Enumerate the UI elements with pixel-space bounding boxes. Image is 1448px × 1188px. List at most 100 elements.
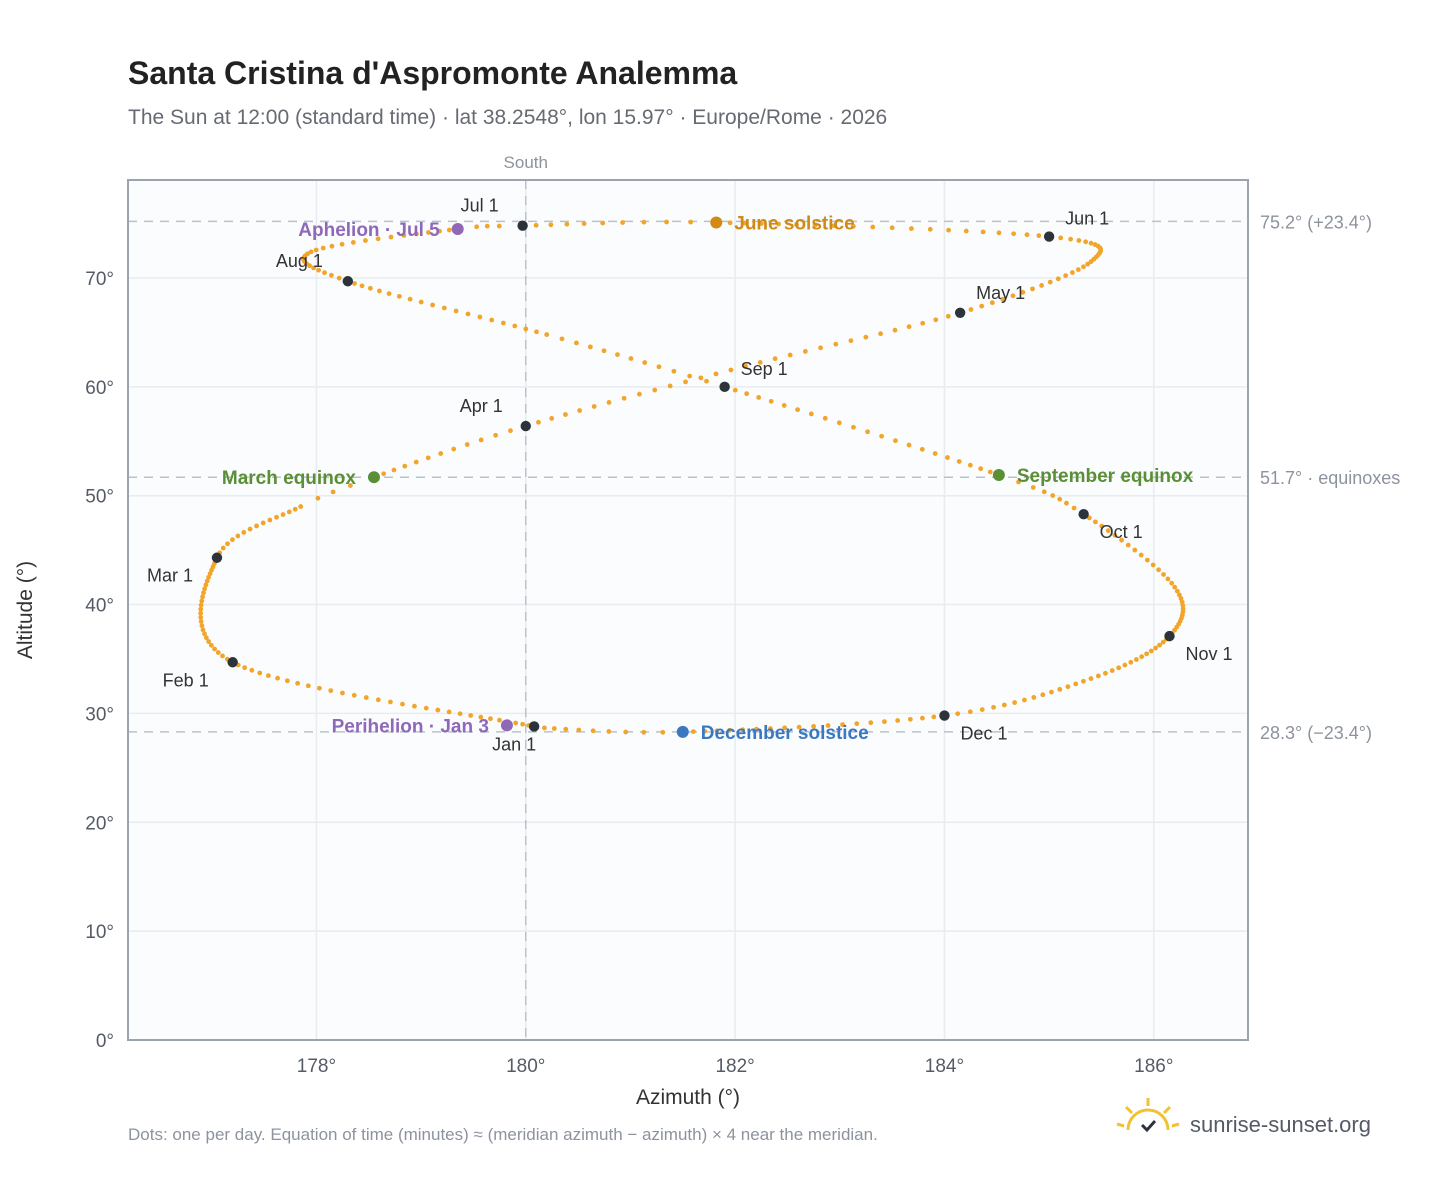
- daily-sun-dot: [1116, 665, 1122, 671]
- daily-sun-dot: [742, 220, 748, 226]
- daily-sun-dot: [879, 433, 885, 439]
- daily-sun-dot: [811, 723, 817, 729]
- daily-sun-dot: [1057, 496, 1063, 502]
- daily-sun-dot: [727, 727, 732, 733]
- daily-sun-dot: [1069, 270, 1075, 275]
- daily-sun-dot: [698, 375, 704, 381]
- daily-sun-dot: [683, 379, 688, 385]
- month-marker: [517, 220, 528, 231]
- daily-sun-dot: [464, 442, 470, 447]
- daily-sun-dot: [347, 483, 353, 488]
- daily-sun-dot: [1144, 651, 1150, 657]
- daily-sun-dot: [199, 598, 205, 604]
- daily-sun-dot: [407, 296, 413, 302]
- daily-sun-dot: [336, 275, 342, 281]
- daily-sun-dot: [802, 349, 808, 354]
- daily-sun-dot: [979, 303, 985, 309]
- daily-sun-dot: [375, 697, 381, 703]
- daily-sun-dot: [744, 391, 750, 397]
- daily-sun-dot: [548, 222, 554, 228]
- daily-sun-dot: [831, 223, 837, 229]
- daily-sun-dot: [564, 221, 570, 227]
- daily-sun-dot: [206, 574, 212, 580]
- y-axis-label: Altitude (°): [14, 561, 37, 659]
- daily-sun-dot: [1031, 695, 1037, 700]
- daily-sun-dot: [1030, 286, 1035, 292]
- daily-sun-dot: [500, 320, 506, 326]
- daily-sun-dot: [220, 653, 225, 659]
- daily-sun-dot: [989, 300, 995, 306]
- daily-sun-dot: [549, 416, 555, 421]
- daily-sun-dot: [878, 331, 883, 337]
- brand-name: sunrise-sunset.org: [1190, 1112, 1371, 1137]
- daily-sun-dot: [478, 437, 484, 443]
- daily-sun-dot: [307, 263, 312, 269]
- daily-sun-dot: [199, 623, 205, 629]
- daily-sun-dot: [225, 541, 230, 547]
- month-marker-label: Jan 1: [492, 734, 536, 754]
- daily-sun-dot: [621, 395, 627, 401]
- month-marker-label: Dec 1: [960, 724, 1007, 744]
- daily-sun-dot: [664, 219, 669, 225]
- daily-sun-dot: [836, 420, 842, 426]
- daily-sun-dot: [544, 332, 550, 337]
- daily-sun-dot: [576, 727, 582, 733]
- daily-sun-dot: [1161, 572, 1166, 577]
- daily-sun-dot: [833, 341, 839, 347]
- daily-sun-dot: [400, 701, 405, 707]
- x-tick-label: 182°: [715, 1056, 754, 1077]
- month-marker: [211, 552, 223, 563]
- daily-sun-dot: [1041, 489, 1047, 495]
- daily-sun-dot: [352, 281, 357, 286]
- daily-sun-dot: [641, 729, 647, 735]
- event-label: September equinox: [1017, 466, 1194, 487]
- daily-sun-dot: [508, 428, 513, 434]
- daily-sun-dot: [587, 344, 593, 350]
- daily-sun-dot: [202, 586, 208, 592]
- daily-sun-dot: [520, 721, 526, 727]
- daily-sun-dot: [794, 222, 799, 227]
- daily-sun-dot: [315, 495, 321, 501]
- daily-sun-dot: [438, 451, 444, 456]
- daily-sun-dot: [795, 407, 801, 413]
- daily-sun-dot: [660, 729, 666, 735]
- daily-sun-dot: [267, 517, 273, 523]
- daily-sun-dot: [1174, 588, 1180, 594]
- event-label: December solstice: [701, 723, 869, 744]
- daily-sun-dot: [418, 299, 424, 305]
- x-tick-label: 184°: [925, 1056, 964, 1077]
- daily-sun-dot: [426, 230, 431, 235]
- daily-sun-dot: [563, 412, 568, 417]
- daily-sun-dot: [201, 590, 206, 596]
- daily-sun-dot: [1148, 648, 1154, 654]
- y-tick-label: 60°: [85, 378, 114, 399]
- month-marker-label: Oct 1: [1100, 522, 1143, 542]
- daily-sun-dot: [465, 311, 471, 317]
- daily-sun-dot: [328, 688, 334, 694]
- daily-sun-dot: [687, 373, 693, 379]
- daily-sun-dot: [1075, 267, 1081, 272]
- daily-sun-dot: [1177, 592, 1182, 598]
- daily-sun-dot: [1081, 264, 1086, 270]
- daily-sun-dot: [295, 680, 301, 686]
- daily-sun-dot: [1040, 692, 1046, 698]
- daily-sun-dot: [260, 520, 266, 526]
- month-marker-label: May 1: [976, 283, 1025, 303]
- daily-sun-dot: [906, 442, 912, 448]
- event-label: June solstice: [734, 213, 854, 234]
- daily-sun-dot: [1011, 231, 1017, 237]
- daily-sun-dot: [1092, 242, 1098, 247]
- x-tick-label: 178°: [297, 1056, 336, 1077]
- daily-sun-dot: [446, 227, 452, 233]
- daily-sun-dot: [305, 683, 311, 689]
- daily-sun-dot: [979, 707, 985, 713]
- event-label: Perihelion · Jan 3: [332, 716, 489, 737]
- daily-sun-dot: [441, 305, 447, 311]
- daily-sun-dot: [787, 352, 793, 358]
- month-marker: [1164, 630, 1175, 642]
- daily-sun-dot: [1001, 702, 1007, 708]
- daily-sun-dot: [1076, 238, 1082, 243]
- daily-sun-dot: [840, 722, 845, 728]
- daily-sun-dot: [727, 220, 733, 226]
- daily-sun-dot: [850, 223, 856, 229]
